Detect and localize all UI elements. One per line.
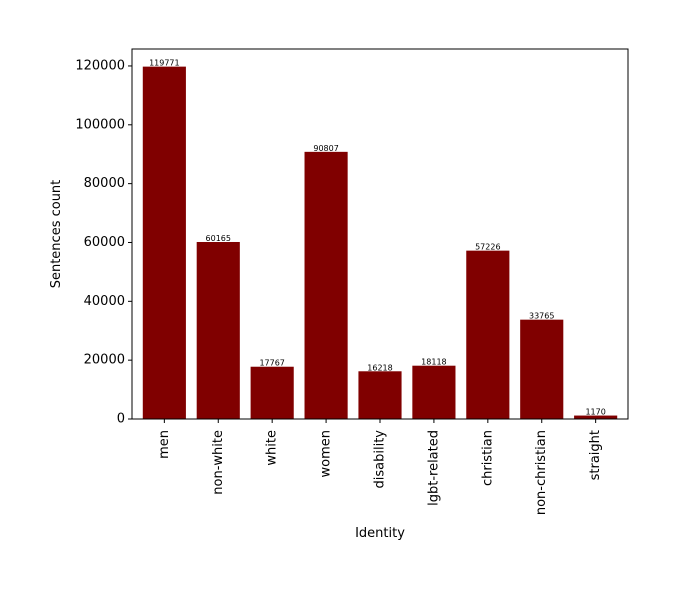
- data-label-christian: 57226: [475, 243, 500, 252]
- y-tick-label: 80000: [84, 176, 125, 191]
- y-tick-label: 20000: [84, 353, 125, 368]
- bar-christian: [466, 250, 510, 419]
- x-tick-label-non-white: non-white: [211, 430, 226, 495]
- data-label-women: 90807: [313, 144, 338, 153]
- bar-disability: [358, 371, 402, 419]
- y-tick-label: 60000: [84, 235, 125, 250]
- x-tick-label-straight: straight: [588, 430, 603, 480]
- data-label-non-christian: 33765: [529, 312, 554, 321]
- y-axis-title: Sentences count: [49, 180, 64, 289]
- y-tick-label: 120000: [75, 58, 125, 73]
- x-axis: men non-white white women disability lgbt-rel…: [157, 419, 603, 515]
- plot-frame: [131, 48, 629, 420]
- data-label-disability: 16218: [367, 363, 392, 372]
- bar-non-white: [196, 241, 240, 419]
- x-tick-label-christian: christian: [480, 430, 495, 486]
- bar-men: [142, 66, 186, 419]
- bar-straight: [574, 415, 618, 419]
- x-tick-label-women: women: [319, 430, 334, 478]
- data-label-non-white: 60165: [206, 234, 231, 243]
- y-tick-label: 100000: [75, 117, 125, 132]
- data-label-men: 119771: [149, 59, 180, 68]
- x-tick-label-men: men: [157, 430, 172, 459]
- x-tick-label-lgbt-related: lgbt-related: [426, 430, 441, 506]
- x-axis-title: Identity: [355, 526, 405, 541]
- data-label-lgbt-related: 18118: [421, 358, 446, 367]
- bar-lgbt-related: [412, 365, 456, 419]
- y-axis: 0 20000 40000 60000 80000 100000 120000: [75, 58, 132, 427]
- x-tick-label-non-christian: non-christian: [534, 430, 549, 515]
- data-labels-layer: 119771 60165 17767 90807 16218 18118 57226 3376…: [149, 59, 606, 417]
- data-label-straight: 1170: [585, 408, 605, 417]
- y-tick-label: 40000: [84, 294, 125, 309]
- data-label-white: 17767: [259, 359, 284, 368]
- bar-non-christian: [520, 319, 564, 419]
- bar-women: [304, 151, 348, 420]
- x-tick-label-white: white: [265, 430, 280, 466]
- bar-white: [250, 366, 294, 419]
- x-tick-label-disability: disability: [373, 430, 388, 489]
- bars-layer: [142, 66, 618, 420]
- y-tick-label: 0: [117, 412, 125, 427]
